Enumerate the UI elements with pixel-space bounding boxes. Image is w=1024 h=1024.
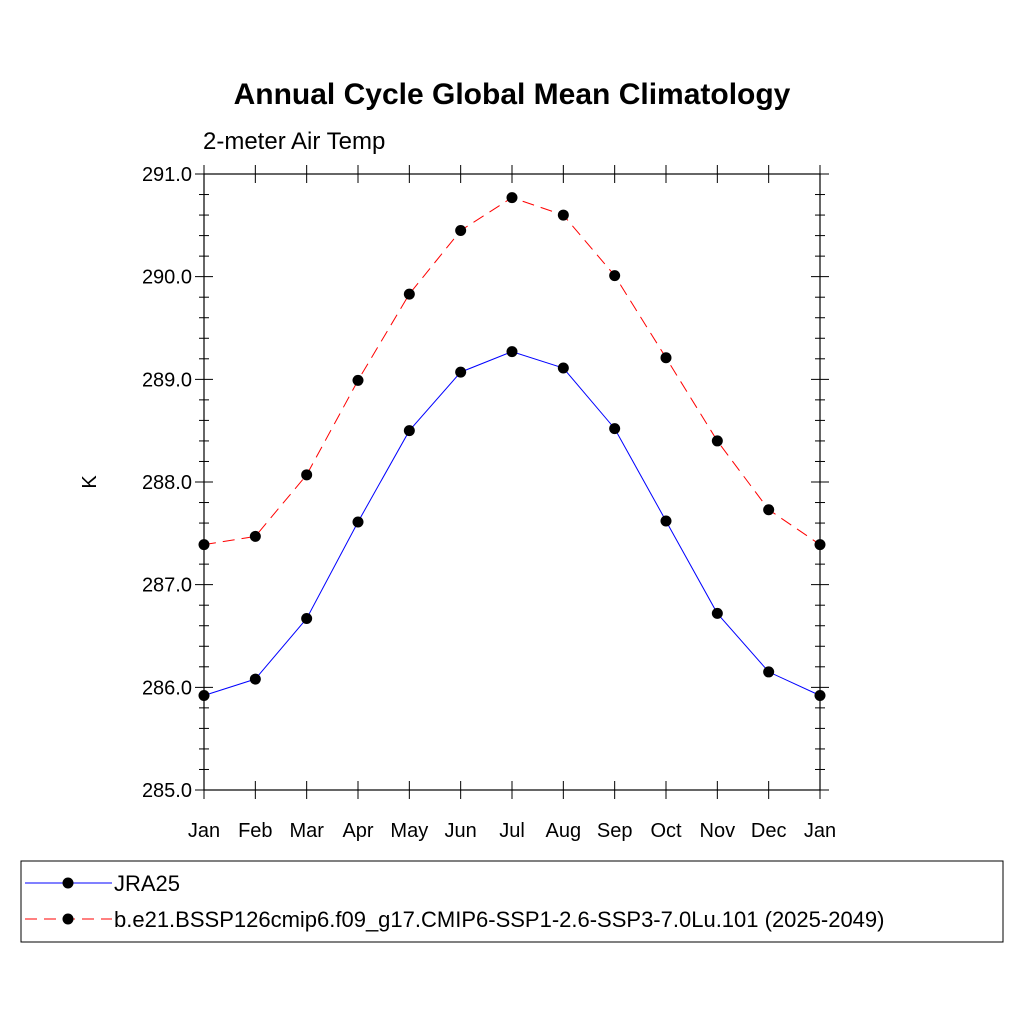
x-tick-label: Jan [804, 820, 836, 842]
y-tick-labels: 285.0 286.0 287.0 288.0 289.0 290.0 291.0 [142, 164, 192, 802]
series-1-point [660, 352, 672, 364]
y-tick-label: 287.0 [142, 575, 192, 597]
legend-box [20, 860, 1004, 943]
series-1-point [557, 209, 569, 221]
y-tick-label: 289.0 [142, 369, 192, 391]
chart-subtitle: 2-meter Air Temp [203, 128, 385, 155]
series-0-point [814, 690, 826, 702]
y-tick-label: 285.0 [142, 780, 192, 802]
series-1-point [198, 539, 210, 551]
legend: JRA25 b.e21.BSSP126cmip6.f09_g17.CMIP6-S… [20, 860, 1004, 943]
y-tick-label: 291.0 [142, 164, 192, 186]
series-0-point [711, 607, 723, 619]
series-1-point [814, 539, 826, 551]
legend-label-jra25: JRA25 [114, 871, 180, 896]
series-line-0 [203, 351, 821, 696]
x-tick-labels: Jan Feb Mar Apr May Jun Jul Aug Sep Oct Nov Dec Jan [188, 820, 836, 842]
series-1-point [506, 192, 518, 204]
x-tick-label: Jan [188, 820, 220, 842]
series-0-point [301, 613, 313, 625]
y-tick-label: 290.0 [142, 267, 192, 289]
axis-ticks [195, 165, 829, 799]
series-0-point [506, 346, 518, 358]
series-line-1 [203, 197, 821, 546]
legend-label-model: b.e21.BSSP126cmip6.f09_g17.CMIP6-SSP1-2.… [114, 907, 884, 932]
series-0-point [403, 425, 415, 437]
series-layer [198, 192, 826, 702]
series-1-point [609, 270, 621, 282]
x-tick-label: Oct [650, 820, 682, 842]
legend-marker-jra25 [62, 877, 74, 889]
x-tick-label: May [390, 820, 428, 842]
x-tick-label: Sep [597, 820, 633, 842]
series-0-point [352, 516, 364, 528]
x-tick-label: Feb [238, 820, 272, 842]
series-0-point [609, 423, 621, 435]
series-1-point [711, 435, 723, 447]
series-0-point [557, 362, 569, 374]
x-tick-label: Jul [499, 820, 525, 842]
x-tick-label: Jun [445, 820, 477, 842]
plot-frame [203, 173, 821, 791]
x-tick-label: Aug [546, 820, 582, 842]
series-0-point [249, 673, 261, 685]
y-tick-label: 288.0 [142, 472, 192, 494]
series-1-point [249, 530, 261, 542]
series-1-point [403, 288, 415, 300]
series-0-point [198, 690, 210, 702]
series-0-point [455, 366, 467, 378]
y-tick-label: 286.0 [142, 677, 192, 699]
series-1-point [455, 224, 467, 236]
legend-marker-model [62, 913, 74, 925]
x-tick-label: Nov [700, 820, 736, 842]
series-0-point [660, 515, 672, 527]
series-1-point [301, 469, 313, 481]
series-1-point [763, 504, 775, 516]
y-axis-label: K [79, 475, 101, 489]
x-tick-label: Dec [751, 820, 787, 842]
x-tick-label: Mar [289, 820, 324, 842]
chart-title: Annual Cycle Global Mean Climatology [234, 78, 791, 111]
series-1-point [352, 374, 364, 386]
x-tick-label: Apr [342, 820, 373, 842]
series-0-point [763, 666, 775, 678]
